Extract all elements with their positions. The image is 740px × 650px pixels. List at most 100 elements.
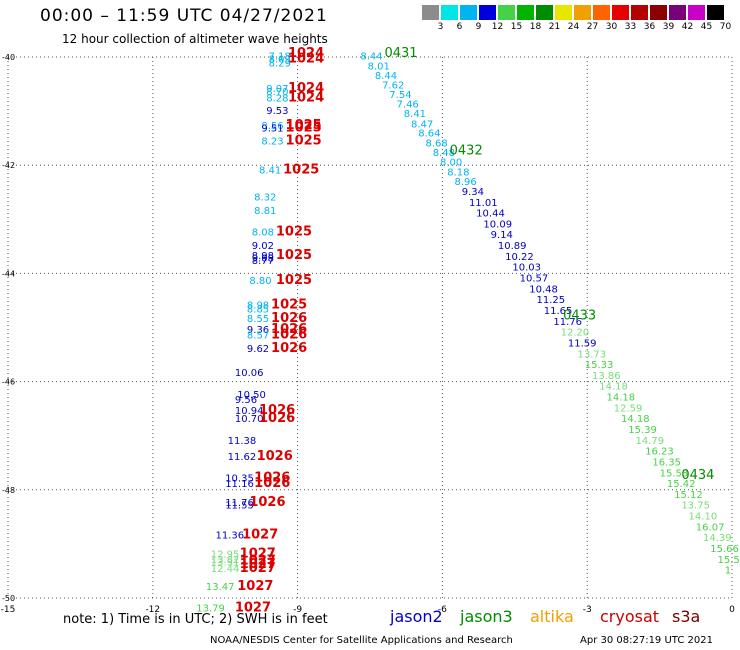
data-point-label: 8.28 [266,93,288,104]
satellite-altika: altika [530,607,574,626]
data-point-label: 13.86 [592,371,621,382]
chart-title: 00:00 – 11:59 UTC 04/27/2021 [40,6,328,26]
data-point-label: 1025 [276,273,312,288]
data-point-label: 1026 [259,411,295,426]
data-point-label: 9.14 [491,230,513,241]
data-point-label: 1026 [249,495,285,510]
satellite-jason3: jason3 [460,607,513,626]
data-point-label: 8.98 [252,251,274,262]
time-label: 0433 [563,308,596,323]
data-point-label: 8.68 [426,138,448,149]
data-point-label: 10.09 [483,219,512,230]
time-label: 0431 [384,46,417,61]
data-point-label: 10.89 [498,241,527,252]
data-point-label: 8.18 [447,167,469,178]
colorbar-label: 27 [586,22,599,32]
data-point-label: 8.32 [254,192,276,203]
colorbar-label: 18 [529,22,542,32]
time-label: 0434 [681,468,714,483]
data-point-label: 11.16 [225,479,254,490]
data-point-label: 15.66 [710,544,739,555]
y-tick-label: -48 [2,486,15,495]
data-point-label: 1027 [240,546,276,561]
data-point-label: 10.70 [235,414,264,425]
data-point-label: 11.01 [469,198,498,209]
data-point-label: 11.55 [225,501,254,512]
data-point-label: 14.18 [607,393,636,404]
x-tick-label: -15 [1,605,16,615]
data-point-label: 8.77 [252,256,274,267]
data-point-label: 10.57 [520,274,549,285]
data-point-label: 12.95 [211,549,240,560]
y-tick-label: -40 [2,53,15,62]
colorbar-label: 30 [605,22,618,32]
data-point-label: 15.5 [718,555,740,566]
data-point-label: 8.23 [261,137,283,148]
data-point-label: 9.08 [252,253,274,264]
data-point-label: 9.02 [252,241,274,252]
x-tick-label: -6 [438,605,447,615]
data-point-label: 10.22 [505,252,534,263]
colorbar-label: 3 [437,22,444,32]
data-point-label: 16.35 [652,457,681,468]
data-point-label: 1025 [271,298,307,313]
colorbar-swatch [707,5,724,20]
data-point-label: 10.03 [512,263,541,274]
data-point-label: 1026 [271,327,307,342]
colorbar-swatch [688,5,705,20]
satellite-jason2: jason2 [390,607,443,626]
credit-text: NOAA/NESDIS Center for Satellite Applica… [210,635,513,646]
data-point-label: 10.94 [235,406,264,417]
colorbar-label: 45 [700,22,713,32]
data-point-label: 1024 [288,46,324,61]
data-point-label: 10.48 [529,284,558,295]
x-tick-label: -12 [145,605,160,615]
colorbar-swatch [422,5,439,20]
data-point-label: 14.18 [599,382,628,393]
data-point-label: 1026 [271,322,307,337]
data-point-label: 11.76 [225,498,254,509]
data-point-label: 8.48 [433,148,455,159]
data-point-label: 11.36 [216,530,245,541]
colorbar-swatch [631,5,648,20]
data-point-label: 7.18 [269,52,291,63]
colorbar-swatch [498,5,515,20]
data-point-label: 1026 [259,403,295,418]
data-point-label: 15.42 [667,479,696,490]
data-point-label: 1027 [240,553,276,568]
data-point-label: 8.08 [252,228,274,239]
colorbar-label: 70 [719,22,732,32]
data-point-label: 8.81 [254,206,276,217]
colorbar-label: 36 [643,22,656,32]
data-point-label: 7.62 [382,80,404,91]
data-point-label: 8.57 [247,330,269,341]
colorbar-swatch [479,5,496,20]
colorbar-label: 12 [491,22,504,32]
colorbar-swatch [517,5,534,20]
data-point-label: 8.85 [247,304,269,315]
data-point-label: 1027 [240,561,276,576]
colorbar-label: 9 [475,22,482,32]
data-point-label: 14.79 [635,436,664,447]
data-point-label: 8.00 [440,158,462,169]
colorbar-swatch [612,5,629,20]
data-point-label: 16.23 [645,447,674,458]
data-point-label: 8.55 [247,314,269,325]
data-point-label: 1026 [254,476,290,491]
data-point-label: 16.07 [696,522,725,533]
data-point-label: 1027 [242,527,278,542]
data-point-label: 9.51 [261,124,283,135]
data-point-label: 15.12 [674,490,703,501]
colorbar-label: 21 [548,22,561,32]
colorbar-swatch [460,5,477,20]
data-point-label: 8.80 [249,276,271,287]
data-point-label: 8.64 [418,129,440,140]
data-point-label: 1025 [286,134,322,149]
colorbar-label: 33 [624,22,637,32]
colorbar-swatch [441,5,458,20]
data-point-label: 1 [725,566,731,577]
data-point-label: 13.47 [206,582,235,593]
data-point-label: 14.18 [621,414,650,425]
data-point-label: 7.46 [397,99,419,110]
